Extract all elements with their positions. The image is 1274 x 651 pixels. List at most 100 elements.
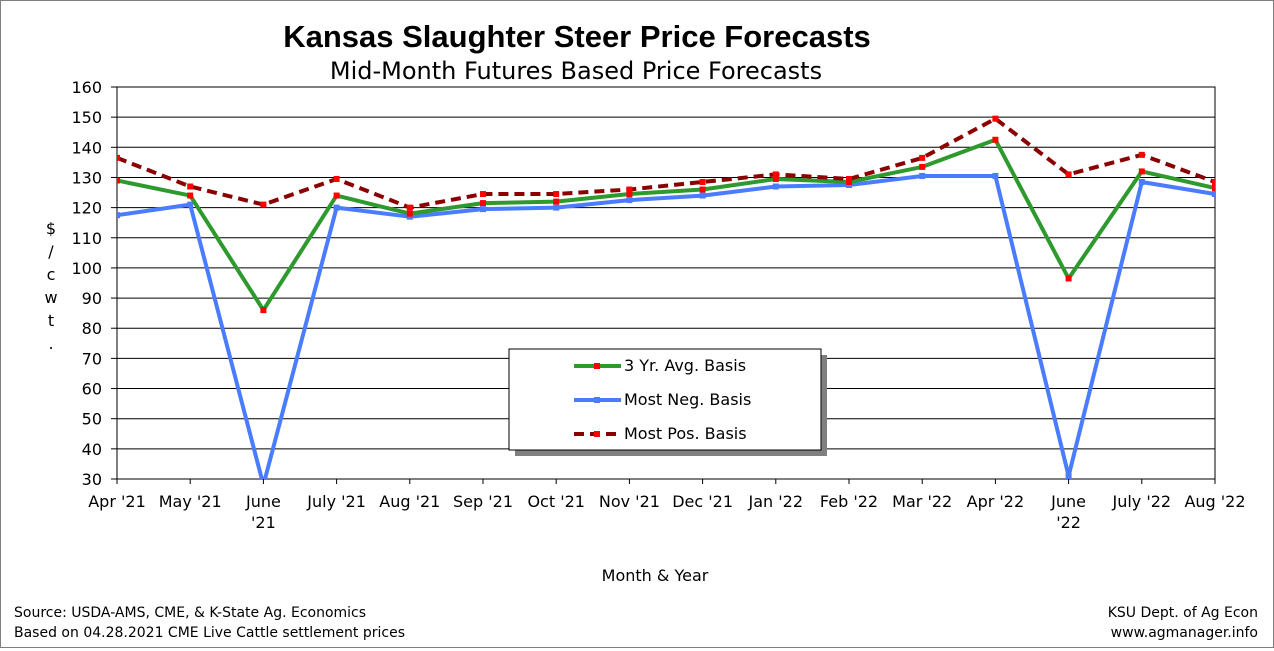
series-0-point-3 (333, 192, 340, 199)
x-tick-label-0: Apr '21 (88, 492, 146, 511)
y-tick-label-120: 120 (71, 199, 102, 218)
x-tick-label-1: May '21 (159, 492, 222, 511)
x-tick-label-5: Sep '21 (453, 492, 513, 511)
series-2-point-13 (1065, 171, 1072, 178)
legend-marker-1 (594, 397, 600, 403)
series-2-point-10 (846, 175, 852, 182)
source-line-2: Based on 04.28.2021 CME Live Cattle sett… (14, 625, 405, 641)
legend: 3 Yr. Avg. Basis Most Neg. Basis Most Pos.… (508, 348, 827, 456)
x-tick-label-4: Aug '21 (379, 492, 440, 511)
series-2-point-14 (1138, 151, 1145, 158)
x-tick-label-13: June (1050, 492, 1086, 511)
series-0-point-6 (553, 198, 560, 205)
x-tick-label-13-line2: '22 (1056, 513, 1081, 532)
x-tick-label-3: July '21 (306, 492, 366, 511)
x-axis-label: Month & Year (602, 566, 709, 585)
series-1-point-13 (1065, 472, 1072, 479)
series-2-point-5 (480, 191, 486, 198)
legend-marker-0 (594, 363, 600, 369)
series-0-point-2 (260, 307, 267, 314)
series-1-point-15 (1212, 191, 1215, 198)
series-0-point-15 (1212, 185, 1215, 192)
series-layer (117, 115, 1215, 479)
x-tick-label-2: June (245, 492, 281, 511)
series-2-point-8 (699, 178, 706, 185)
series-1-point-4 (406, 213, 413, 220)
series-1-point-10 (846, 182, 852, 188)
series-1-point-14 (1138, 178, 1145, 185)
y-tick-label-150: 150 (71, 108, 102, 127)
series-1-point-1 (187, 201, 194, 208)
series-0-point-9 (772, 175, 779, 182)
series-1-point-5 (480, 206, 486, 213)
series-0-point-0 (117, 177, 120, 184)
y-tick-label-90: 90 (82, 289, 102, 308)
x-tick-label-10: Feb '22 (820, 492, 878, 511)
x-tick-label-14: July '22 (1111, 492, 1171, 511)
series-0-point-12 (992, 136, 999, 143)
series-0-point-7 (626, 191, 633, 198)
y-tick-label-70: 70 (82, 349, 102, 368)
series-2-point-11 (919, 154, 926, 161)
legend-label-2: Most Pos. Basis (624, 424, 747, 443)
plot-area-border (116, 86, 1216, 480)
series-1 (117, 172, 1215, 479)
series-1-point-3 (333, 204, 340, 211)
y-tick-label-130: 130 (71, 168, 102, 187)
legend-label-0: 3 Yr. Avg. Basis (624, 356, 746, 375)
legend-box (508, 348, 822, 451)
series-1-point-0 (117, 212, 120, 219)
series-1-point-9 (772, 183, 779, 190)
series-line-2 (117, 116, 1215, 210)
series-1-point-6 (553, 204, 560, 211)
x-tick-label-2-line2: '21 (251, 513, 276, 532)
series-0-point-11 (919, 163, 926, 170)
y-tick-label-40: 40 (82, 440, 102, 459)
series-0-point-1 (187, 192, 194, 199)
x-axis: Apr '21 May '21 June '21 July '21 Aug '21 Sep … (88, 479, 1246, 532)
series-0-point-10 (846, 178, 852, 185)
legend-marker-2 (594, 431, 600, 437)
x-tick-label-6: Oct '21 (527, 492, 585, 511)
series-2-point-15 (1212, 178, 1215, 185)
y-tick-label-60: 60 (82, 380, 102, 399)
y-axis-label-char-2: c (47, 265, 56, 284)
series-0-point-14 (1138, 168, 1145, 175)
series-2-point-4 (406, 204, 413, 211)
x-tick-label-9: Jan '22 (748, 492, 804, 511)
series-1-point-7 (626, 197, 633, 204)
y-tick-label-30: 30 (82, 470, 102, 489)
x-tick-label-15: Aug '22 (1184, 492, 1245, 511)
y-axis-label: $ / cwt. (44, 219, 57, 353)
grid-lines (117, 116, 1215, 450)
y-tick-label-80: 80 (82, 319, 102, 338)
y-axis: 30 40 50 60 70 80 90 100 110 120 130 140 150 160 (71, 78, 117, 489)
credit-line-2: www.agmanager.info (1111, 625, 1258, 641)
series-line-1 (117, 174, 1215, 479)
x-tick-label-7: Nov '21 (599, 492, 660, 511)
y-tick-label-100: 100 (71, 259, 102, 278)
y-axis-label-char-3: w (44, 288, 57, 307)
series-1-point-12 (992, 172, 999, 179)
y-tick-label-110: 110 (71, 229, 102, 248)
series-2-point-3 (333, 175, 340, 182)
series-2-point-2 (260, 201, 267, 208)
series-0-point-8 (699, 186, 706, 193)
series-0 (117, 136, 1215, 314)
legend-label-1: Most Neg. Basis (624, 390, 751, 409)
series-2 (117, 115, 1215, 211)
y-tick-label-160: 160 (71, 78, 102, 97)
y-axis-label-char-1: / (48, 242, 54, 261)
y-axis-label-char-4: t (48, 311, 54, 330)
series-2-point-9 (772, 171, 779, 178)
x-tick-label-12: Apr '22 (967, 492, 1025, 511)
x-tick-label-11: Mar '22 (892, 492, 952, 511)
y-axis-label-char-0: $ (46, 219, 56, 238)
chart-title: Kansas Slaughter Steer Price Forecasts (283, 19, 871, 54)
y-tick-label-50: 50 (82, 410, 102, 429)
credit-line-1: KSU Dept. of Ag Econ (1108, 605, 1258, 621)
series-0-point-13 (1065, 275, 1072, 282)
series-1-point-11 (919, 172, 926, 179)
series-2-point-1 (187, 183, 194, 190)
